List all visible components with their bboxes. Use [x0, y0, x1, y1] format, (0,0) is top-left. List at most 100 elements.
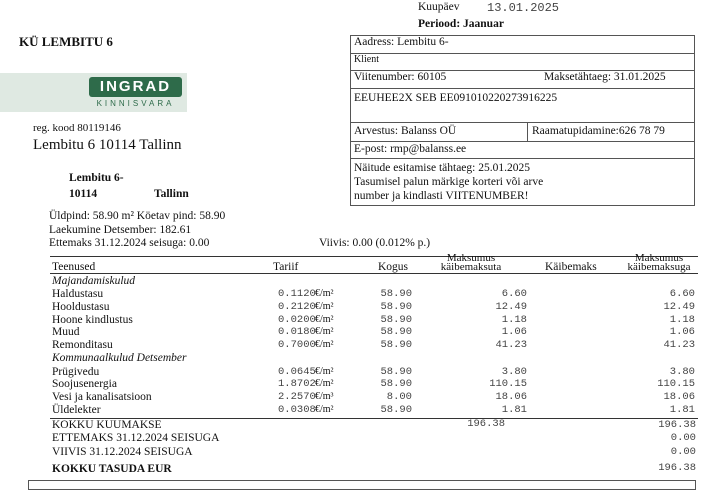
- reference-number: Viitenumber: 60105: [354, 71, 447, 83]
- prepayment: Ettemaks 31.12.2024 seisuga: 0.00: [49, 237, 210, 249]
- period: Periood: Jaanuar: [418, 18, 504, 30]
- quantity: 58.90: [380, 313, 412, 326]
- recipient-city: Tallinn: [154, 188, 189, 200]
- quantity: 58.90: [380, 326, 412, 339]
- penalty-value: 0.00: [670, 446, 696, 458]
- reg-code: reg. kood 80119146: [33, 122, 121, 134]
- table-row: Soojusenergia 1.8702 €/m² 58.90 110.15 110.15: [52, 378, 695, 391]
- quantity: 8.00: [386, 391, 412, 404]
- tariff: 0.7000: [278, 339, 316, 352]
- amount-due: 196.38: [658, 462, 696, 474]
- total-amount: 41.23: [663, 339, 695, 352]
- service-name: Hoone kindlustus: [52, 313, 133, 326]
- monthly-total: 196.38: [658, 419, 696, 431]
- service-name: Vesi ja kanalisatsioon: [52, 391, 152, 404]
- quantity: 58.90: [380, 365, 412, 378]
- net-amount: 1.06: [501, 326, 527, 339]
- tariff: 2.2570: [278, 391, 316, 404]
- date-value: 13.01.2025: [487, 1, 560, 15]
- quantity: 58.90: [380, 300, 412, 313]
- tariff-unit: €/m²: [315, 313, 334, 325]
- header-net: Maksumus käibemaksuta: [440, 252, 502, 273]
- quantity: 58.90: [380, 339, 412, 352]
- net-amount: 3.80: [501, 365, 527, 378]
- table-row: Remonditasu 0.7000 €/m² 58.90 41.23 41.23: [52, 339, 695, 352]
- net-amount: 1.18: [501, 313, 527, 326]
- area-info: Üldpind: 58.90 m² Köetav pind: 58.90: [49, 210, 226, 222]
- total-amount: 6.60: [669, 288, 695, 300]
- received-payment: Laekumine Detsember: 182.61: [49, 223, 192, 236]
- tariff: 1.8702: [278, 378, 316, 391]
- accounting-row: Arvestus: Balanss OÜ Raamatupidamine:626 …: [351, 123, 694, 142]
- service-name: Remonditasu: [52, 339, 113, 352]
- info-box: Aadress: Lembitu 6- Klient Viitenumber: …: [350, 35, 695, 206]
- net-amount: 12.49: [495, 300, 527, 313]
- bank-account: EEUHEE2X SEB EE091010220273916225: [351, 89, 694, 123]
- bottom-box: [28, 480, 696, 490]
- quantity: 58.90: [380, 403, 412, 416]
- penalty: Viivis: 0.00 (0.012% p.): [319, 237, 431, 249]
- net-amount: 41.23: [495, 339, 527, 352]
- total-amount: 1.81: [669, 403, 695, 416]
- totals-line: [50, 418, 698, 419]
- header-bottom-line: [50, 273, 698, 274]
- section-heading: Kommunaalkulud Detsember: [52, 352, 187, 364]
- total-amount: 18.06: [663, 391, 695, 404]
- service-name: Üldelekter: [52, 403, 101, 416]
- payment-note-1: Tasumisel palun märkige korteri või arve: [354, 176, 544, 188]
- table-row: Hoone kindlustus 0.0200 €/m² 58.90 1.18 1.18: [52, 314, 695, 327]
- net-amount: 18.06: [495, 391, 527, 404]
- recipient-street: Lembitu 6-: [69, 172, 124, 184]
- address-row: Aadress: Lembitu 6-: [351, 36, 694, 54]
- tariff-unit: €/m²: [315, 403, 334, 415]
- table-row: Hooldustasu 0.2120 €/m² 58.90 12.49 12.49: [52, 301, 695, 314]
- section-heading: Majandamiskulud: [52, 275, 136, 287]
- table-row: Haldustasu 0.1120 €/m² 58.90 6.60 6.60: [52, 288, 695, 301]
- tariff: 0.0200: [278, 313, 316, 326]
- tariff: 0.0180: [278, 326, 316, 339]
- total-amount: 1.18: [669, 313, 695, 326]
- net-amount: 6.60: [501, 288, 527, 300]
- total-amount: 110.15: [657, 378, 695, 391]
- tariff: 0.2120: [278, 300, 316, 313]
- quantity: 58.90: [380, 288, 412, 300]
- table-row: Muud 0.0180 €/m² 58.90 1.06 1.06: [52, 326, 695, 339]
- bookkeeping-phone: Raamatupidamine:626 78 79: [527, 123, 665, 141]
- logo-subtitle: KINNISVARA: [96, 99, 175, 108]
- service-name: Prügivedu: [52, 365, 100, 378]
- prepayment-label: ETTEMAKS 31.12.2024 SEISUGA: [52, 432, 220, 444]
- association-name: KÜ LEMBITU 6: [19, 34, 113, 49]
- penalty-label: VIIVIS 31.12.2024 SEISUGA: [52, 446, 193, 458]
- service-name: Soojusenergia: [52, 378, 117, 391]
- table-row: Vesi ja kanalisatsioon 2.2570 €/m³ 8.00 18.0…: [52, 391, 695, 404]
- net-amount: 110.15: [489, 378, 527, 391]
- tariff-unit: €/m²: [315, 326, 334, 338]
- prepayment-value: 0.00: [670, 432, 696, 444]
- quantity: 58.90: [380, 378, 412, 391]
- monthly-total-label: KOKKU KUUMAKSE: [52, 419, 162, 431]
- date-label: Kuupäev: [418, 1, 460, 13]
- recipient-zip: 10114: [69, 188, 98, 200]
- readings-deadline: Näitude esitamise tähtaeg: 25.01.2025: [354, 162, 530, 174]
- tariff-unit: €/m²: [315, 365, 334, 377]
- header-total: Maksumus käibemaksuga: [627, 252, 691, 273]
- header-tariff: Tariif: [273, 261, 299, 273]
- header-vat: Käibemaks: [545, 261, 597, 273]
- monthly-total-net: 196.38: [467, 418, 505, 430]
- sender-address: Lembitu 6 10114 Tallinn: [33, 137, 182, 153]
- logo: INGRAD: [89, 77, 182, 97]
- header-quantity: Kogus: [378, 261, 409, 273]
- service-name: Haldustasu: [52, 288, 104, 300]
- due-date: Maksetähtaeg: 31.01.2025: [544, 71, 666, 83]
- tariff-unit: €/m²: [315, 339, 334, 351]
- client-row: Klient: [351, 54, 694, 71]
- tariff: 0.1120: [278, 288, 316, 300]
- amount-due-label: KOKKU TASUDA EUR: [52, 463, 172, 475]
- tariff: 0.0645: [278, 365, 316, 378]
- tariff-unit: €/m²: [315, 300, 334, 312]
- net-amount: 1.81: [501, 403, 527, 416]
- total-amount: 3.80: [669, 365, 695, 378]
- header-services: Teenused: [52, 261, 96, 273]
- reference-row: Viitenumber: 60105 Maksetähtaeg: 31.01.20…: [351, 71, 694, 89]
- total-amount: 12.49: [663, 300, 695, 313]
